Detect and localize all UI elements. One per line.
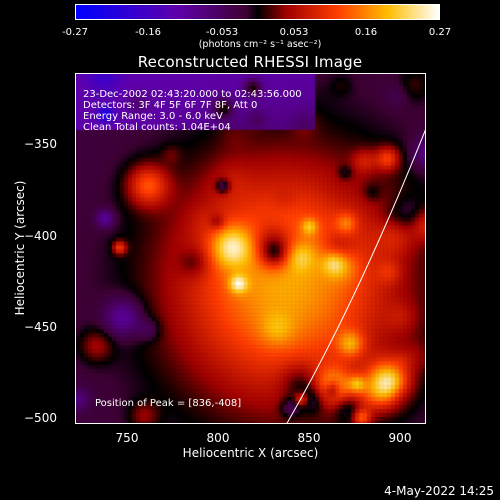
y-tick-label: −400 [24, 229, 57, 243]
x-tick-label: 850 [297, 431, 321, 445]
limb-overlay [286, 129, 425, 423]
colorbar-units: (photons cm⁻² s⁻¹ asec⁻²) [198, 39, 322, 50]
y-tick-label: −450 [24, 320, 57, 334]
image-frame [75, 73, 426, 424]
colorbar [75, 4, 440, 20]
colorbar-tick-label: 0.053 [279, 27, 309, 38]
y-tick-label: −350 [24, 137, 57, 151]
colorbar-tick-label: -0.16 [135, 27, 161, 38]
rhessi-image [76, 74, 425, 423]
colorbar-tick-label: 0.16 [354, 27, 378, 38]
y-tick-label: −500 [24, 411, 57, 425]
clean-counts-annotation: Clean Total counts: 1.04E+04 [83, 122, 231, 133]
x-tick-label: 800 [206, 431, 230, 445]
footer-date: 4-May-2022 14:25 [384, 484, 494, 498]
y-axis-title: Heliocentric Y (arcsec) [13, 180, 27, 316]
colorbar-tick-label: -0.27 [62, 27, 88, 38]
plot-title: Reconstructed RHESSI Image [137, 53, 363, 71]
energy-range-annotation: Energy Range: 3.0 - 6.0 keV [83, 111, 223, 122]
peak-position-annotation: Position of Peak = [836,-408] [95, 398, 242, 409]
colorbar-tick-label: -0.053 [205, 27, 239, 38]
solar-limb-line [286, 129, 425, 423]
x-tick-label: 750 [115, 431, 139, 445]
time-range-annotation: 23-Dec-2002 02:43:20.000 to 02:43:56.000 [83, 89, 302, 100]
detectors-annotation: Detectors: 3F 4F 5F 6F 7F 8F, Att 0 [83, 100, 258, 111]
x-axis-title: Heliocentric X (arcsec) [182, 446, 319, 460]
colorbar-tick-label: 0.27 [428, 27, 452, 38]
x-tick-label: 900 [388, 431, 412, 445]
